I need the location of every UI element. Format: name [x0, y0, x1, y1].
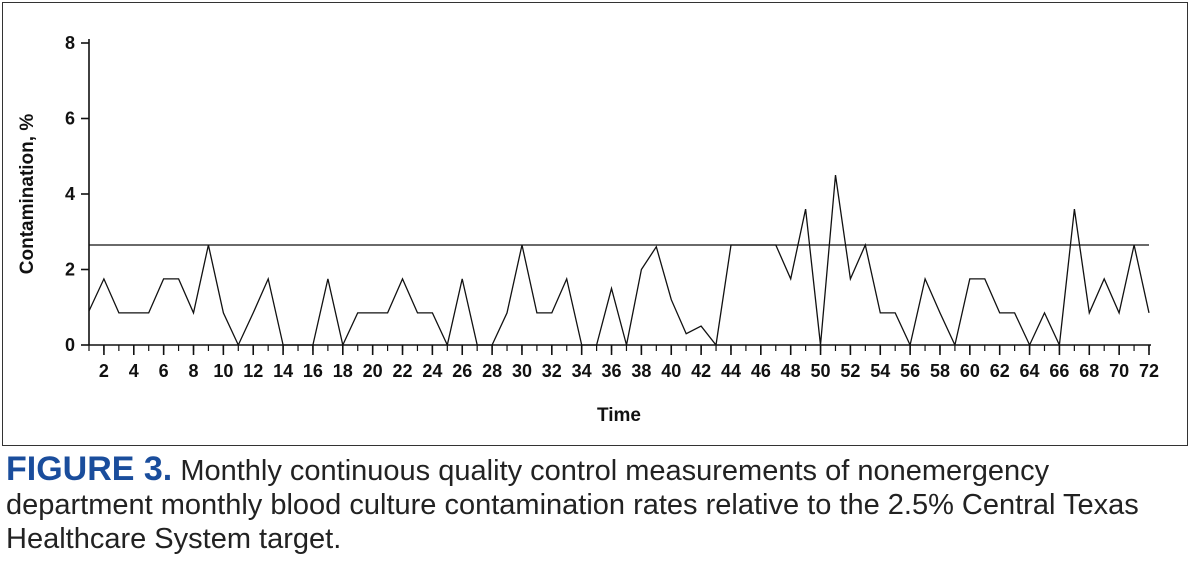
x-tick-label: 42 [691, 361, 711, 381]
x-tick-label: 24 [422, 361, 442, 381]
y-tick-label: 0 [65, 335, 75, 355]
contamination-series-line [88, 175, 1150, 348]
x-tick-label: 66 [1049, 361, 1069, 381]
chart-frame: 0 2 4 6 8 2 4 6 8 10 12 14 16 18 20 22 24 26 28 30 32 34 36 38 4… [2, 2, 1188, 446]
x-tick-label: 38 [631, 361, 651, 381]
x-tick-label: 4 [129, 361, 139, 381]
x-tick-label: 30 [512, 361, 532, 381]
figure-caption: FIGURE 3. Monthly continuous quality con… [6, 452, 1186, 556]
x-tick-label: 14 [273, 361, 293, 381]
x-tick-label: 54 [870, 361, 890, 381]
y-axis-title: Contamination, % [17, 114, 38, 275]
x-tick-label: 18 [333, 361, 353, 381]
x-tick-label: 64 [1020, 361, 1040, 381]
x-tick-label: 22 [393, 361, 413, 381]
figure-label: FIGURE 3. [6, 450, 173, 488]
x-tick-label: 10 [213, 361, 233, 381]
x-tick-label: 36 [602, 361, 622, 381]
x-tick-label: 50 [811, 361, 831, 381]
x-tick-label: 60 [960, 361, 980, 381]
x-tick-label: 32 [542, 361, 562, 381]
x-tick-label: 34 [572, 361, 592, 381]
x-tick-label: 28 [482, 361, 502, 381]
y-tick-label: 4 [65, 184, 75, 204]
x-tick-label: 16 [303, 361, 323, 381]
x-tick-label: 8 [188, 361, 198, 381]
x-tick-label: 56 [900, 361, 920, 381]
x-tick-label: 40 [661, 361, 681, 381]
x-tick-label: 68 [1079, 361, 1099, 381]
x-tick-label: 2 [99, 361, 109, 381]
x-tick-label: 6 [159, 361, 169, 381]
x-tick-label: 62 [990, 361, 1010, 381]
x-tick-label: 52 [840, 361, 860, 381]
y-tick-label: 2 [65, 260, 75, 280]
x-tick-label: 48 [781, 361, 801, 381]
caption-text: Monthly continuous quality control measu… [6, 455, 1139, 555]
x-axis-title: Time [597, 405, 641, 426]
x-tick-label: 20 [363, 361, 383, 381]
x-tick-label: 26 [452, 361, 472, 381]
x-tick-label: 70 [1109, 361, 1129, 381]
x-tick-label: 46 [751, 361, 771, 381]
x-tick-label: 58 [930, 361, 950, 381]
y-tick-label: 6 [65, 109, 75, 129]
y-tick-label: 8 [65, 33, 75, 53]
x-tick-label: 12 [243, 361, 263, 381]
x-tick-label: 44 [721, 361, 741, 381]
x-tick-label: 72 [1139, 361, 1159, 381]
